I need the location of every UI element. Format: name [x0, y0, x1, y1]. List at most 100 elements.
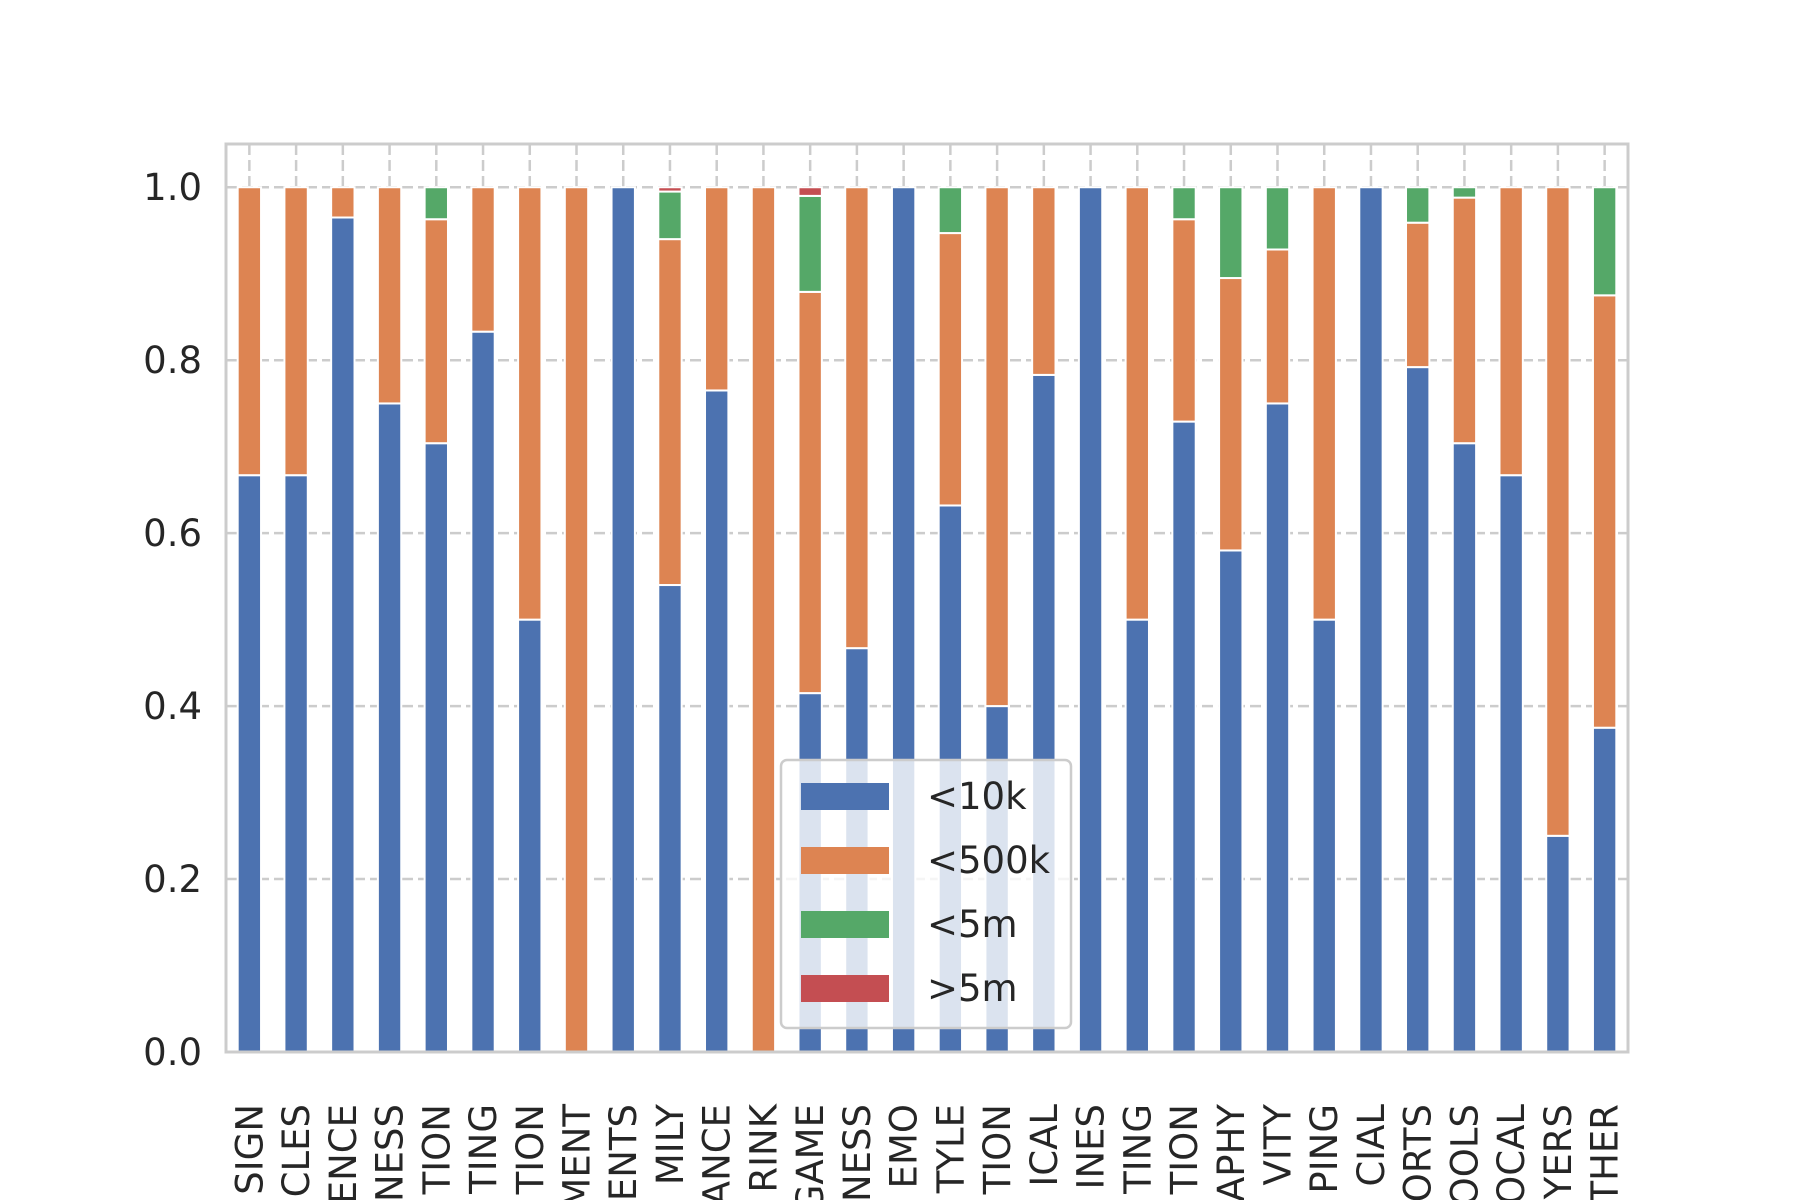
y-tick-label: 0.4: [143, 685, 202, 728]
legend-label: <500k: [927, 839, 1051, 882]
x-tick-label: EMO: [883, 1104, 926, 1188]
x-tick-label: ICAL: [1023, 1104, 1066, 1187]
x-axis-ticks: SIGN CLES ENCE NESS TION TING TION MENT ENTS MILY…: [228, 1102, 1626, 1200]
bar-segment-2: [984, 186, 1010, 708]
bar-segment-2: [1218, 277, 1244, 552]
bar-segment-1: [1405, 366, 1431, 1053]
legend-swatch: [801, 975, 889, 1002]
bar-segment-2: [1591, 294, 1618, 729]
legend-swatch: [801, 783, 889, 810]
x-tick-label: ENCE: [322, 1104, 365, 1200]
bar-segment-3: [1591, 186, 1618, 297]
legend-label: <10k: [927, 775, 1027, 818]
bar-segment-2: [657, 238, 683, 587]
x-tick-label: SIGN: [228, 1104, 271, 1195]
bar-segment-1: [1264, 402, 1291, 1053]
bar-segment-2: [704, 186, 730, 392]
bar-segment-1: [470, 330, 496, 1053]
bar-segment-3: [1218, 186, 1244, 280]
bar-segment-1: [1451, 442, 1478, 1053]
bar-segment-3: [1451, 186, 1478, 199]
bar-segment-2: [470, 186, 496, 333]
bar-segment-2: [1124, 186, 1150, 621]
bar-segment-3: [1171, 186, 1197, 221]
x-tick-label: TION: [976, 1104, 1019, 1195]
bar-segment-1: [1311, 618, 1337, 1053]
bar-segment-2: [1171, 218, 1197, 423]
bar-segment-1: [1171, 420, 1197, 1053]
bar-segment-2: [283, 186, 309, 477]
x-tick-label: OCAL: [1490, 1104, 1533, 1200]
bar-segment-4: [797, 186, 823, 197]
y-axis-ticks: 0.0 0.2 0.4 0.6 0.8 1.0: [143, 166, 202, 1074]
legend-label: >5m: [927, 967, 1018, 1010]
y-tick-label: 1.0: [143, 166, 202, 209]
bar-segment-1: [704, 389, 730, 1053]
x-tick-label: ANCE: [696, 1104, 739, 1200]
bar-segment-3: [797, 194, 823, 293]
bar-segment-2: [1498, 186, 1524, 477]
legend-swatch: [801, 911, 889, 938]
x-tick-label: GAME: [789, 1104, 832, 1200]
y-tick-label: 0.2: [143, 858, 202, 901]
y-tick-label: 0.6: [143, 512, 202, 555]
bar-segment-1: [423, 442, 449, 1053]
x-tick-label: NESS: [369, 1104, 412, 1200]
legend-swatch: [801, 847, 889, 874]
x-tick-label: TING: [1116, 1104, 1159, 1195]
bar-segment-2: [1264, 248, 1291, 405]
bar-segment-1: [1498, 474, 1524, 1053]
x-tick-label: PING: [1303, 1104, 1346, 1194]
bar-segment-2: [844, 186, 870, 650]
bar-segment-2: [1545, 186, 1571, 837]
bar-segment-1: [1124, 618, 1150, 1053]
bar-segment-2: [1405, 221, 1431, 369]
bar-segment-2: [517, 186, 543, 621]
bar-segment-2: [376, 186, 403, 405]
x-tick-label: ENTS: [602, 1104, 645, 1200]
x-tick-label: TION: [509, 1104, 552, 1195]
bar-segment-3: [1405, 186, 1431, 224]
bar-segment-1: [330, 216, 356, 1053]
bar-segment-1: [1545, 834, 1571, 1053]
bar-segment-2: [1311, 186, 1337, 621]
bar-segment-1: [610, 186, 636, 1053]
bar-segment-2: [750, 186, 777, 1053]
x-tick-label: YERS: [1537, 1104, 1580, 1200]
axes-frame: [224, 142, 1630, 1054]
x-tick-label: OOLS: [1443, 1104, 1486, 1200]
x-tick-label: TION: [415, 1104, 458, 1195]
x-tick-label: VITY: [1257, 1104, 1300, 1186]
x-tick-label: MENT: [556, 1104, 599, 1200]
bar-segment-1: [1077, 186, 1104, 1053]
bar-segment-1: [376, 402, 403, 1053]
legend[interactable]: <10k <500k <5m >5m: [779, 758, 1073, 1030]
bar-segment-3: [1264, 186, 1291, 251]
bar-segment-2: [1031, 186, 1057, 376]
y-tick-label: 0.0: [143, 1031, 202, 1074]
x-tick-label: MILY: [649, 1104, 692, 1186]
legend-label: <5m: [927, 903, 1018, 946]
bar-segment-2: [937, 232, 964, 507]
bar-segment-2: [1451, 196, 1478, 445]
bar-segment-2: [236, 186, 263, 477]
bar-segment-1: [1358, 186, 1384, 1053]
bar-segment-3: [657, 190, 683, 241]
bar-segment-4: [657, 186, 683, 193]
x-tick-label: INES: [1070, 1104, 1113, 1189]
bar-segment-1: [657, 584, 683, 1053]
x-tick-label: NESS: [836, 1104, 879, 1200]
x-tick-label: TION: [1163, 1104, 1206, 1195]
bar-segment-2: [330, 186, 356, 219]
bar-segment-2: [423, 218, 449, 445]
bar-segment-1: [517, 618, 543, 1053]
x-tick-label: CIAL: [1350, 1104, 1393, 1187]
x-tick-label: TYLE: [929, 1104, 972, 1194]
bar-segment-2: [563, 186, 590, 1053]
x-tick-label: THER: [1584, 1104, 1627, 1200]
bar-segment-1: [1218, 549, 1244, 1053]
x-tick-label: TING: [462, 1104, 505, 1195]
bar-segment-1: [1591, 726, 1618, 1053]
